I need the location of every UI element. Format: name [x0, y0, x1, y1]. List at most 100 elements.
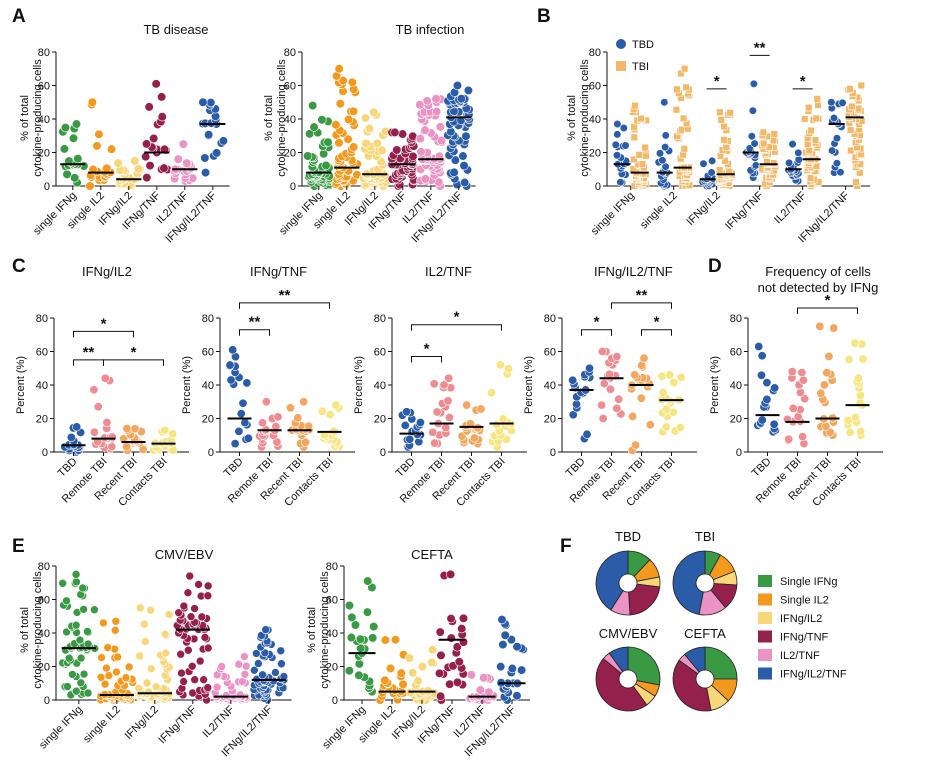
- panel-e-right-0-point: [354, 659, 364, 669]
- panel-e-left-4-point: [217, 662, 226, 671]
- panel-c-3-y-tick-label: 80: [544, 313, 556, 325]
- panel-e-left-0-point: [76, 678, 86, 688]
- panel-c-2-y-tick-label: 60: [374, 347, 386, 359]
- panel-d-3-point: [850, 338, 860, 348]
- panel-e-left-1-point: [110, 626, 120, 635]
- panel-c-0-2-points: [119, 424, 148, 455]
- panel-c-1-0-point: [243, 433, 253, 443]
- panel-c-3-y-label: Percent (%): [523, 356, 535, 414]
- panel-a-right-4-point: [416, 147, 426, 157]
- panel-e-left-y-label: % of totalcytokine-producing cells: [19, 571, 44, 689]
- panel-b-y-tick-label: 60: [589, 81, 601, 93]
- panel-e-left-4-point: [238, 677, 247, 686]
- panel-c-2-0-point: [405, 434, 415, 444]
- panel-b-tbi-2-point: [722, 143, 731, 151]
- panel-a-left-3-point: [159, 144, 170, 154]
- panel-b-tbd-3-point: [751, 161, 760, 170]
- panel-e-left-1-point: [103, 643, 113, 652]
- panel-f-legend-swatch: [758, 612, 772, 624]
- panel-a-left-5-point: [206, 97, 216, 108]
- panel-b-legend-tbi: TBI: [632, 61, 649, 73]
- panel-b-y-tick-label: 80: [589, 47, 601, 59]
- panel-b-tbi-2-point: [726, 109, 734, 117]
- panel-c-2-3-point: [498, 414, 508, 424]
- panel-b-tbi-2-points: [715, 108, 737, 190]
- panel-f-pie-2-title: CMV/EBV: [599, 626, 658, 641]
- panel-c-0-1-point: [102, 418, 112, 428]
- panel-a-right-4-point: [435, 122, 445, 132]
- panel-b-tbd-1-points: [654, 98, 674, 191]
- panel-d-1-points: [783, 367, 810, 449]
- panel-c-2-bracket: [411, 356, 442, 363]
- panel-e-left-y-tick-label: 80: [38, 561, 50, 573]
- panel-a-right-0-point: [303, 151, 313, 161]
- panel-c-3-2-point: [628, 411, 638, 421]
- panel-c-3-3-point: [676, 372, 686, 382]
- panel-b-tbd-5-point: [828, 146, 837, 155]
- panel-d-2-points: [815, 321, 839, 440]
- panel-b-tbd-4-point: [794, 155, 803, 164]
- panel-e-left-0-point: [79, 669, 89, 679]
- panel-f-pie-3-hole: [695, 669, 715, 689]
- panel-a-right-0-point: [321, 160, 331, 171]
- panel-b-tbi-0-points: [629, 101, 650, 190]
- panel-e-right-y-label-line: cytokine-producing cells: [319, 571, 331, 689]
- panel-e-right-0-point: [344, 600, 355, 611]
- panel-a-left-5-point: [198, 97, 208, 107]
- panel-c-1-0-point: [225, 360, 235, 370]
- panel-b-x-label: IFNg/IL2: [684, 190, 722, 228]
- panel-e-left-3-point: [187, 661, 197, 671]
- panel-b-tbd-4-point: [788, 140, 797, 149]
- panel-e-left-0-point: [58, 579, 67, 588]
- panel-d-0-point: [762, 394, 772, 404]
- panel-b-tbd-5-point: [829, 113, 839, 123]
- panel-a-right-5-points: [443, 80, 474, 191]
- panel-e-right-0-point: [347, 612, 357, 622]
- panel-e-left-2-point: [146, 605, 155, 615]
- panel-d-y-tick-label: 20: [730, 414, 742, 426]
- panel-d-0-point: [757, 351, 767, 361]
- panel-e-left-3-points: [172, 571, 213, 705]
- panel-d-title-line2: not detected by IFNg: [758, 280, 879, 295]
- panel-e-left-5-point: [254, 659, 263, 668]
- panel-c-2-0-points: [397, 407, 426, 452]
- panel-e-left-3-point: [183, 588, 193, 598]
- panel-a-right-4-point: [422, 96, 432, 106]
- panel-b-tbi-4-point: [814, 101, 822, 109]
- panel-b-x-label: single IFNg: [589, 190, 637, 238]
- panel-e-left-3-point: [203, 683, 213, 692]
- panel-a-right-1-point: [347, 77, 357, 87]
- panel-e-right-0-point: [363, 576, 373, 586]
- panel-f-pie-1-title: TBI: [695, 529, 715, 544]
- panel-e-label: E: [12, 536, 25, 557]
- panel-a-right-1-point: [334, 138, 344, 148]
- panel-a-right-5-point: [450, 155, 460, 165]
- panel-e-right-3-point: [458, 613, 469, 623]
- panel-a-label: A: [12, 6, 26, 27]
- panel-e-left-3-point: [174, 608, 183, 617]
- panel-a-left-y-label: % of totalcytokine-producing cells: [19, 59, 44, 177]
- panel-d-3-points: [843, 338, 868, 440]
- panel-d-3-point: [850, 412, 860, 422]
- panel-b-y-tick-label: 0: [595, 181, 601, 193]
- panel-c-1-0-point: [234, 426, 244, 436]
- panel-a-left-0-point: [60, 123, 71, 133]
- panel-a-left-0-point: [68, 133, 79, 143]
- panel-e-right-2-point: [413, 676, 423, 686]
- panel-c-2-x-label: TBD: [394, 456, 418, 480]
- panel-d-0-point: [770, 383, 780, 393]
- panel-e-right-4-point: [484, 687, 494, 697]
- panel-d-2-point: [819, 380, 829, 390]
- panel-c-2-3-point: [492, 420, 502, 430]
- panel-e-left-0-point: [71, 686, 81, 696]
- panel-e-right-3-point: [454, 657, 464, 667]
- panel-c-2-3-point: [487, 388, 497, 398]
- panel-a-left-y-label-line: cytokine-producing cells: [32, 59, 44, 177]
- panel-a-right-4-point: [420, 125, 430, 135]
- panel-c-1-0-point: [228, 345, 238, 355]
- panel-b-tbi-2-point: [717, 116, 725, 124]
- panel-f-legend-swatch: [758, 575, 772, 587]
- panel-e-left-0-points: [58, 570, 100, 700]
- panel-e-left-2-points: [134, 603, 174, 705]
- panel-b-tbd-0-point: [621, 141, 630, 150]
